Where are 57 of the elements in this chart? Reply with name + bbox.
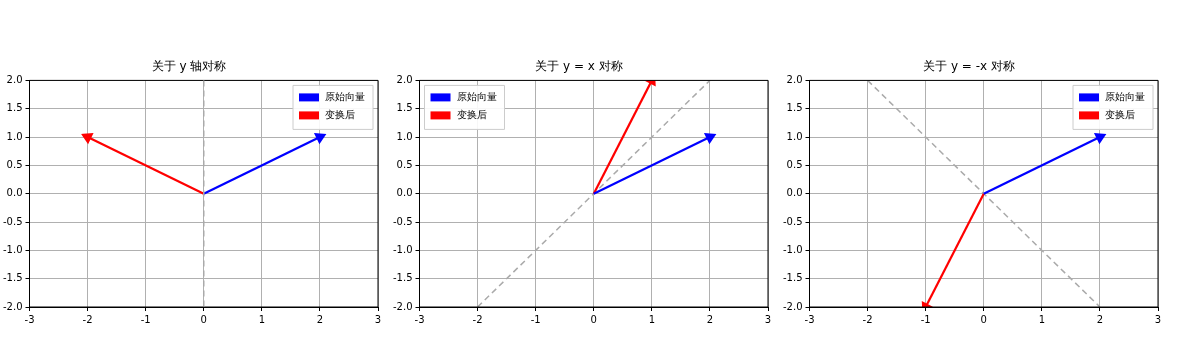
x-tick-label: -1 — [920, 313, 931, 325]
x-tick-label: 0 — [590, 313, 597, 325]
y-tick-label: 0.0 — [786, 187, 803, 199]
y-tick-label: -1.0 — [393, 243, 413, 255]
legend-label: 原始向量 — [1105, 90, 1145, 102]
legend-label: 变换后 — [325, 108, 355, 120]
x-tick-label: 3 — [374, 313, 382, 325]
y-tick-label: 0.5 — [396, 158, 413, 170]
x-tick-label: 3 — [764, 313, 772, 325]
y-tick-label: 1.5 — [786, 102, 803, 114]
x-tick-label: -3 — [804, 313, 815, 325]
y-tick-label: 0.5 — [786, 158, 803, 170]
y-tick-label: -2.0 — [3, 300, 23, 312]
chart-title: 关于 y 轴对称 — [151, 59, 227, 74]
y-tick-label: 0.0 — [6, 187, 23, 199]
y-tick-label: -1.5 — [3, 272, 23, 284]
y-tick-label: -2.0 — [393, 300, 413, 312]
x-tick-label: 2 — [1096, 313, 1104, 325]
y-tick-label: 2.0 — [6, 73, 23, 85]
x-tick-label: 1 — [258, 313, 266, 325]
y-tick-label: 0.5 — [6, 158, 23, 170]
y-tick-label: 0.0 — [396, 187, 413, 199]
y-tick-label: 1.0 — [786, 130, 803, 142]
y-tick-label: 1.5 — [6, 102, 23, 114]
x-tick-label: 2 — [316, 313, 324, 325]
x-tick-label: 1 — [1038, 313, 1046, 325]
legend-label: 原始向量 — [325, 90, 365, 102]
x-tick-label: -3 — [414, 313, 425, 325]
x-tick-label: 3 — [1154, 313, 1162, 325]
y-tick-label: 1.0 — [6, 130, 23, 142]
x-tick-label: -1 — [140, 313, 151, 325]
y-tick-label: 2.0 — [786, 73, 803, 85]
legend-label: 原始向量 — [456, 90, 497, 102]
y-tick-label: 1.0 — [396, 130, 413, 142]
y-tick-label: -0.5 — [783, 215, 803, 227]
x-tick-label: -2 — [862, 313, 873, 325]
y-tick-label: 2.0 — [396, 73, 413, 85]
y-tick-label: -2.0 — [783, 300, 803, 312]
legend-label: 变换后 — [456, 108, 487, 120]
y-tick-label: -1.5 — [393, 272, 413, 284]
x-tick-label: 1 — [648, 313, 656, 325]
y-tick-label: -0.5 — [393, 215, 413, 227]
legend-label: 变换后 — [1105, 108, 1135, 120]
x-tick-label: -2 — [472, 313, 483, 325]
y-tick-label: -1.5 — [783, 272, 803, 284]
x-tick-label: -3 — [24, 313, 35, 325]
x-tick-label: 0 — [200, 313, 207, 325]
y-tick-label: -1.0 — [3, 243, 23, 255]
x-tick-label: -1 — [530, 313, 541, 325]
chart-title: 关于 y = x 对称 — [535, 59, 623, 74]
x-tick-label: 2 — [706, 313, 714, 325]
y-tick-label: -1.0 — [783, 243, 803, 255]
y-tick-label: -0.5 — [3, 215, 23, 227]
chart-title: 关于 y = -x 对称 — [923, 59, 1015, 74]
y-tick-label: 1.5 — [396, 102, 413, 114]
x-tick-label: -2 — [82, 313, 93, 325]
x-tick-label: 0 — [980, 313, 987, 325]
